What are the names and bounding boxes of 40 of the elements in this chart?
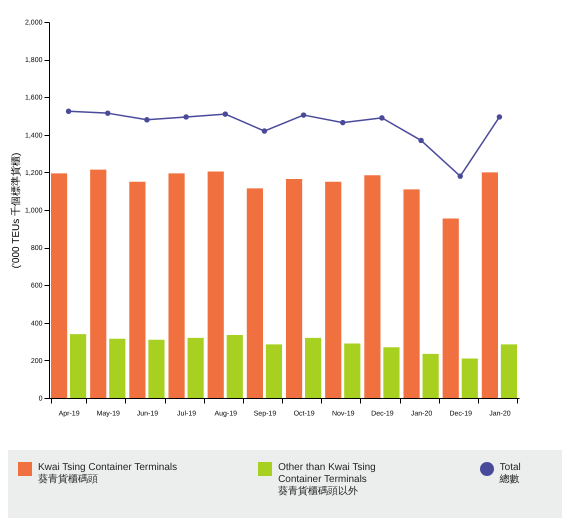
bar [344, 343, 360, 398]
point [300, 112, 306, 118]
bar [422, 354, 439, 398]
bar [109, 338, 126, 398]
bar [305, 338, 322, 398]
legend-label: Kwai Tsing Container Terminals 葵青貨櫃碼頭 [38, 462, 178, 486]
bar [246, 188, 263, 398]
point [144, 117, 150, 122]
y-axis-title: ('000 TEUs 千個標準貨櫃) [10, 152, 22, 268]
bar [266, 344, 282, 398]
bar [50, 173, 68, 398]
point [183, 114, 189, 120]
bar [462, 358, 478, 398]
bar [286, 178, 302, 398]
point [262, 128, 268, 134]
point [66, 108, 72, 114]
point [379, 115, 385, 121]
legend-label: Other than Kwai Tsing Container Terminals 葵青貨櫃碼頭以外 [278, 462, 376, 498]
bar [500, 344, 518, 398]
bar [325, 182, 342, 398]
bar [148, 340, 165, 398]
bar [188, 338, 204, 398]
bar [70, 334, 86, 398]
bar [90, 170, 106, 398]
bar [364, 175, 380, 398]
bar [168, 173, 185, 398]
bar [482, 172, 498, 398]
legend-label: Total 總數 [500, 462, 521, 486]
point [418, 138, 424, 144]
bar [383, 347, 400, 398]
point [496, 114, 502, 120]
point [340, 120, 346, 126]
point [105, 110, 110, 116]
bar [208, 171, 224, 398]
point [222, 111, 228, 117]
point [458, 173, 463, 179]
bar [442, 218, 459, 398]
bar [226, 335, 243, 398]
bar [403, 189, 420, 398]
bar [129, 182, 146, 398]
